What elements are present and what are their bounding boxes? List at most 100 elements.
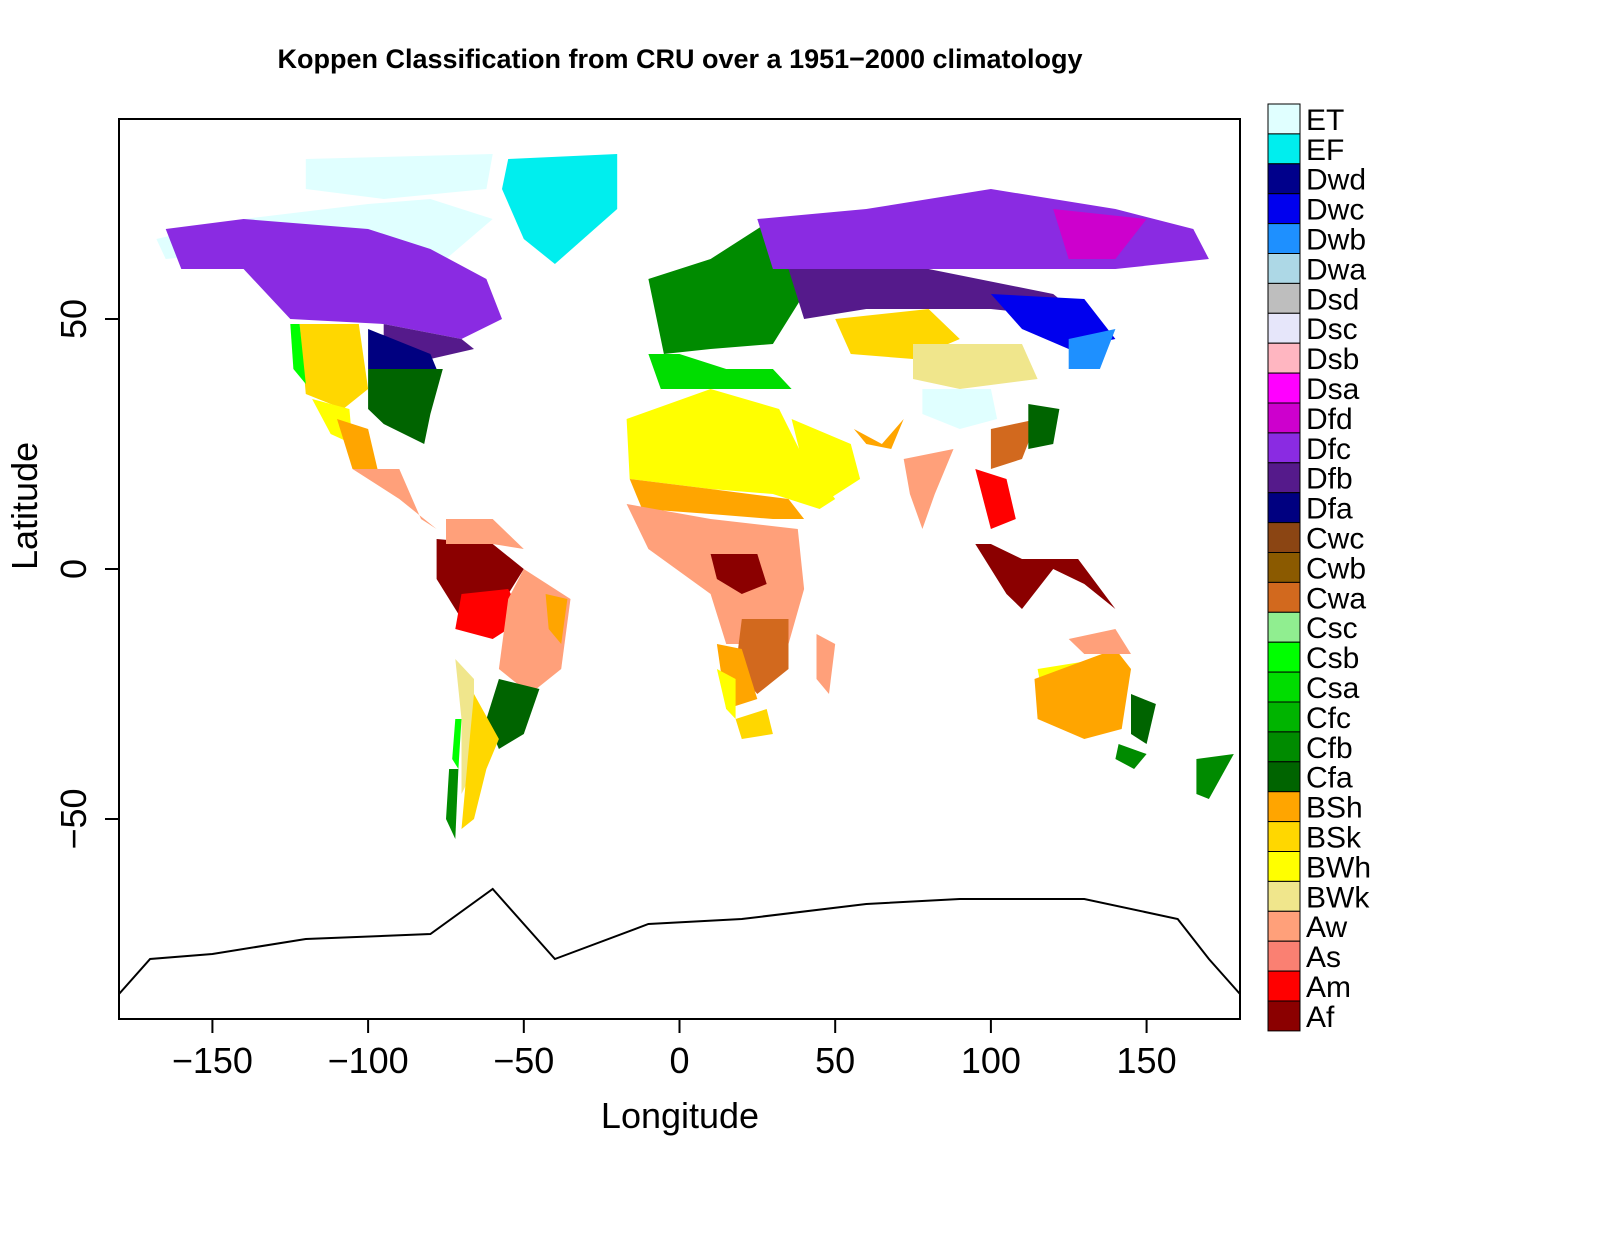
legend-swatch-af bbox=[1267, 1000, 1301, 1032]
legend-swatch-cfc bbox=[1267, 701, 1301, 733]
legend-swatch-cwc bbox=[1267, 522, 1301, 553]
legend-label-bsk: BSk bbox=[1306, 822, 1362, 855]
legend-label-cfc: Cfc bbox=[1306, 702, 1351, 735]
climate-region-bsh bbox=[853, 419, 904, 449]
climate-region-bsh bbox=[337, 419, 378, 469]
climate-region-bwh bbox=[626, 389, 836, 509]
climate-region-et bbox=[305, 154, 493, 199]
legend-label-am: Am bbox=[1306, 971, 1351, 1004]
x-axis-label: Longitude bbox=[600, 1095, 760, 1136]
legend-swatch-cfb bbox=[1267, 731, 1301, 763]
x-tick-label: −150 bbox=[172, 1040, 253, 1081]
x-tick-label: 50 bbox=[815, 1040, 855, 1081]
climate-region-aw bbox=[446, 519, 524, 549]
legend-swatch-cwa bbox=[1267, 581, 1301, 613]
climate-region-aw bbox=[1068, 629, 1131, 654]
x-tick-label: 100 bbox=[961, 1040, 1021, 1081]
x-tick-label: −100 bbox=[328, 1040, 409, 1081]
climate-region-dfc bbox=[757, 189, 1209, 269]
legend-label-cfa: Cfa bbox=[1306, 762, 1353, 795]
legend-swatch-dfa bbox=[1267, 492, 1301, 524]
legend-label-cwc: Cwc bbox=[1306, 523, 1364, 556]
legend-swatch-bwh bbox=[1267, 851, 1301, 882]
legend-label-dfd: Dfd bbox=[1306, 403, 1353, 436]
x-tick-label: −50 bbox=[493, 1040, 554, 1081]
climate-region-dwb bbox=[1068, 329, 1116, 369]
legend-swatch-dfc bbox=[1267, 432, 1301, 464]
legend-swatch-dwb bbox=[1267, 223, 1301, 255]
climate-region-af bbox=[975, 544, 1116, 609]
climate-region-af bbox=[710, 554, 767, 594]
legend-label-bwk: BWk bbox=[1306, 881, 1370, 914]
climate-region-dfd bbox=[1053, 209, 1147, 259]
climate-region-aw bbox=[352, 469, 437, 529]
climate-region-dwc bbox=[990, 294, 1116, 349]
climate-region-dfa bbox=[368, 329, 437, 369]
x-tick-label: 150 bbox=[1117, 1040, 1177, 1081]
legend-swatch-as bbox=[1267, 940, 1301, 972]
climate-region-bwh bbox=[716, 669, 736, 719]
legend-swatch-dwc bbox=[1267, 193, 1301, 225]
chart-title: Koppen Classification from CRU over a 19… bbox=[277, 44, 1083, 74]
legend-swatch-et bbox=[1267, 103, 1301, 135]
legend-label-dwd: Dwd bbox=[1306, 164, 1366, 197]
legend-label-bsh: BSh bbox=[1306, 792, 1363, 825]
legend-label-et: ET bbox=[1306, 104, 1344, 137]
climate-region-cfb bbox=[648, 219, 805, 354]
legend-swatch-dsc bbox=[1267, 312, 1301, 344]
legend-swatch-dsb bbox=[1267, 342, 1301, 374]
climate-region-cfb bbox=[446, 769, 459, 839]
legend-label-dwa: Dwa bbox=[1306, 253, 1366, 286]
climate-region-am bbox=[975, 469, 1016, 529]
legend-label-csa: Csa bbox=[1306, 672, 1360, 705]
climate-region-bsh bbox=[1034, 649, 1131, 739]
climate-region-ef bbox=[502, 154, 618, 264]
legend-label-dwc: Dwc bbox=[1306, 194, 1364, 227]
y-axis: −50 0 50 bbox=[53, 299, 119, 850]
climate-region-csb bbox=[290, 324, 306, 384]
legend-label-cwb: Cwb bbox=[1306, 552, 1366, 585]
climate-region-aw bbox=[816, 634, 836, 694]
legend-label-cfb: Cfb bbox=[1306, 732, 1353, 765]
climate-region-et bbox=[922, 389, 998, 429]
climate-region-bsk bbox=[735, 709, 773, 739]
legend-swatch-bsk bbox=[1267, 821, 1301, 852]
legend-swatch-cwb bbox=[1267, 552, 1301, 583]
climate-region-cwa bbox=[990, 419, 1038, 469]
legend-swatch-dsd bbox=[1267, 282, 1301, 314]
legend-swatch-dwd bbox=[1267, 163, 1301, 195]
legend-swatch-dwa bbox=[1267, 253, 1301, 284]
legend-label-bwh: BWh bbox=[1306, 851, 1371, 884]
legend-label-dfb: Dfb bbox=[1306, 463, 1353, 496]
climate-region-cfa bbox=[368, 369, 443, 444]
climate-region-af bbox=[436, 539, 524, 619]
legend-swatch-dsa bbox=[1267, 372, 1301, 404]
legend: ETEFDwdDwcDwbDwaDsdDscDsbDsaDfdDfcDfbDfa… bbox=[1267, 103, 1371, 1034]
x-axis: −150 −100 −50 0 50 100 150 bbox=[172, 1019, 1177, 1081]
climate-region-bsh bbox=[545, 594, 568, 644]
climate-region-cfa bbox=[1028, 404, 1060, 449]
y-tick-label: 50 bbox=[53, 299, 94, 339]
climate-region-csb bbox=[452, 719, 462, 769]
climate-region-dfc bbox=[165, 219, 502, 339]
legend-swatch-csc bbox=[1267, 611, 1301, 643]
climate-region-bwh bbox=[791, 419, 861, 499]
legend-label-cwa: Cwa bbox=[1306, 582, 1366, 615]
climate-region-cfb bbox=[1115, 744, 1147, 769]
climate-region-bwk bbox=[913, 344, 1038, 389]
legend-label-dsb: Dsb bbox=[1306, 343, 1359, 376]
legend-swatch-bwk bbox=[1267, 880, 1301, 912]
legend-label-csb: Csb bbox=[1306, 642, 1359, 675]
map-regions bbox=[118, 154, 1241, 995]
climate-region-cfa bbox=[486, 679, 540, 749]
legend-swatch-dfb bbox=[1267, 462, 1301, 494]
legend-label-ef: EF bbox=[1306, 134, 1344, 167]
legend-swatch-aw bbox=[1267, 910, 1301, 942]
climate-region-bsk bbox=[461, 694, 499, 829]
x-tick-label: 0 bbox=[669, 1040, 689, 1081]
climate-region-cfb bbox=[1196, 754, 1234, 799]
legend-label-dsc: Dsc bbox=[1306, 313, 1358, 346]
climate-region-cfa bbox=[1131, 694, 1156, 744]
climate-region-csa bbox=[648, 354, 792, 389]
